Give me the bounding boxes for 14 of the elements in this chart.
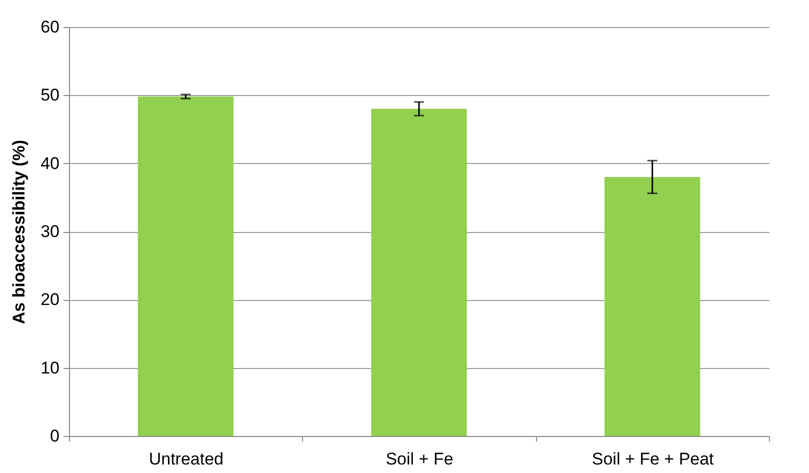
x-tick-label: Soil + Fe + Peat bbox=[592, 450, 714, 468]
bar bbox=[604, 176, 700, 436]
bar bbox=[371, 108, 467, 436]
y-tick-label: 20 bbox=[40, 290, 60, 310]
y-tick-label: 30 bbox=[40, 222, 60, 241]
y-tick-label: 10 bbox=[40, 358, 60, 378]
y-tick-label: 50 bbox=[40, 86, 60, 105]
bar bbox=[138, 96, 234, 436]
x-tick-label: Soil + Fe bbox=[386, 450, 454, 468]
x-tick-label: Untreated bbox=[148, 450, 224, 468]
y-tick-label: 0 bbox=[50, 426, 60, 446]
y-axis-title: As bioaccessibility (%) bbox=[10, 140, 29, 324]
y-tick-label: 60 bbox=[40, 18, 60, 36]
y-tick-label: 40 bbox=[40, 154, 60, 173]
